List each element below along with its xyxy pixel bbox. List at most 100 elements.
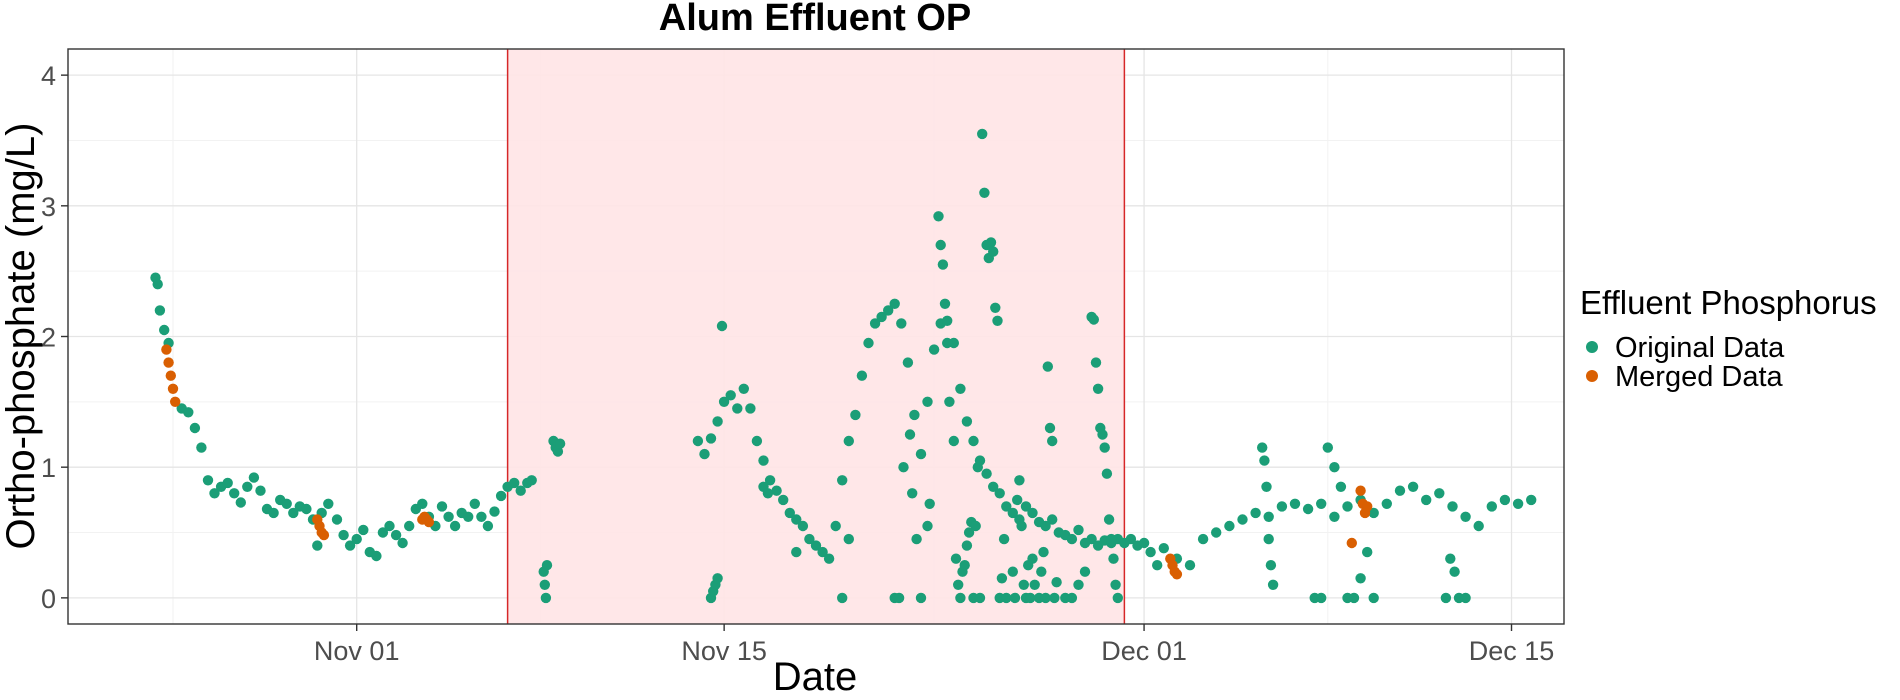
data-point xyxy=(554,438,566,449)
data-point xyxy=(242,481,253,492)
data-point xyxy=(863,337,874,349)
data-point xyxy=(526,475,537,486)
data-point xyxy=(1092,383,1104,394)
data-point xyxy=(1152,560,1163,571)
data-point xyxy=(955,592,966,604)
data-point xyxy=(797,520,809,532)
data-point xyxy=(1263,511,1274,522)
data-point xyxy=(1047,435,1058,447)
data-point xyxy=(229,488,240,499)
data-point xyxy=(1342,501,1353,512)
data-point xyxy=(705,433,717,444)
x-tick-label: Nov 01 xyxy=(314,636,400,666)
data-point xyxy=(1001,501,1012,512)
data-point xyxy=(1027,507,1038,519)
data-point xyxy=(933,211,944,222)
data-point xyxy=(990,302,1001,313)
data-point xyxy=(725,390,736,401)
data-point xyxy=(1250,507,1261,519)
data-point xyxy=(288,507,299,519)
data-point xyxy=(1016,520,1027,532)
data-point xyxy=(762,488,774,499)
data-point xyxy=(1486,501,1498,512)
highlight-region-fill xyxy=(507,49,1125,624)
data-point xyxy=(1449,566,1460,577)
data-point xyxy=(196,442,207,453)
data-point xyxy=(778,494,789,506)
data-point xyxy=(922,520,933,532)
data-point xyxy=(1407,481,1419,492)
data-point xyxy=(1040,592,1051,604)
data-point xyxy=(1101,468,1113,479)
data-point xyxy=(1445,553,1456,564)
data-point xyxy=(998,533,1010,545)
data-point xyxy=(937,259,949,270)
data-point xyxy=(935,239,946,251)
data-point xyxy=(1434,488,1445,499)
data-point xyxy=(961,416,973,427)
data-point xyxy=(904,429,916,440)
data-point xyxy=(1499,494,1511,506)
data-point xyxy=(318,529,330,541)
y-tick-label: 0 xyxy=(41,584,56,614)
data-point xyxy=(817,546,828,558)
data-point xyxy=(154,305,166,316)
data-point xyxy=(915,592,927,604)
data-point xyxy=(1473,520,1484,532)
data-point xyxy=(1526,494,1537,506)
data-point xyxy=(977,128,988,140)
data-point xyxy=(1316,592,1327,604)
data-point xyxy=(163,357,174,368)
data-point xyxy=(902,357,914,368)
data-point xyxy=(183,407,194,418)
legend: Effluent Phosphorus Original Data Merged… xyxy=(1580,284,1877,393)
data-point xyxy=(950,553,962,564)
data-point xyxy=(235,497,246,508)
data-point xyxy=(843,435,854,447)
data-point xyxy=(1097,429,1108,440)
data-point xyxy=(1029,579,1040,590)
data-point xyxy=(837,475,848,486)
data-point xyxy=(404,520,415,532)
data-point xyxy=(972,462,983,473)
data-point xyxy=(358,524,369,536)
data-point xyxy=(1073,579,1084,590)
y-axis-title: Ortho-phosphate (mg/L) xyxy=(0,123,43,550)
data-point xyxy=(384,520,395,532)
data-point xyxy=(716,320,728,332)
data-point xyxy=(397,537,408,549)
data-point xyxy=(1051,577,1062,588)
data-point xyxy=(1237,514,1248,525)
data-point xyxy=(850,409,861,421)
data-point xyxy=(165,370,176,381)
data-point xyxy=(1302,503,1314,515)
x-tick-label: Dec 15 xyxy=(1469,636,1555,666)
data-point xyxy=(810,540,822,551)
data-point xyxy=(1049,592,1060,604)
data-point xyxy=(209,488,220,499)
data-point xyxy=(371,550,382,562)
data-point xyxy=(830,520,841,532)
data-point xyxy=(1088,314,1100,325)
data-point xyxy=(961,540,973,551)
data-point xyxy=(692,435,704,447)
data-point xyxy=(159,324,170,336)
data-point xyxy=(1066,533,1078,545)
data-point xyxy=(539,579,550,590)
data-point xyxy=(1038,546,1049,558)
data-point xyxy=(712,573,723,584)
data-point xyxy=(202,475,214,486)
data-point xyxy=(922,396,933,407)
data-point xyxy=(1267,579,1279,590)
data-point xyxy=(1138,537,1150,549)
data-point xyxy=(469,498,480,509)
data-point xyxy=(988,246,999,257)
data-point xyxy=(907,488,918,499)
data-point xyxy=(942,337,953,349)
data-point xyxy=(541,560,553,571)
data-point xyxy=(1158,543,1170,554)
data-point xyxy=(953,579,964,590)
data-point xyxy=(312,540,323,551)
data-point xyxy=(1276,501,1288,512)
data-point xyxy=(856,370,868,381)
